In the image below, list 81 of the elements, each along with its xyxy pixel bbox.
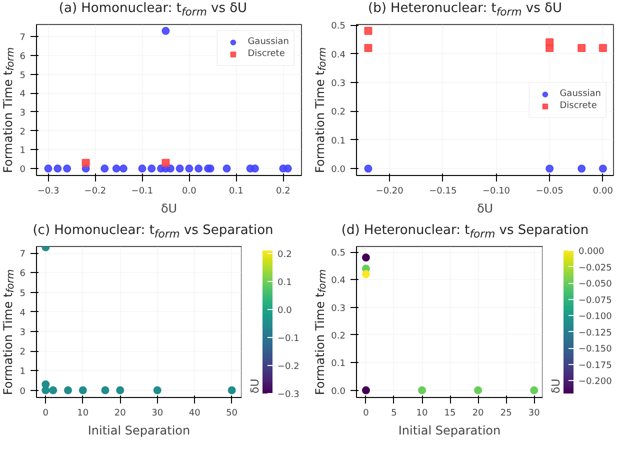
x-tick-label: 0.0 <box>182 186 197 196</box>
x-tick-label: −0.10 <box>482 186 510 196</box>
color-bar-label: −0.200 <box>578 377 612 387</box>
x-tick-label: 10 <box>416 408 428 418</box>
x-tick-label: 0 <box>363 408 370 418</box>
legend-label: Gaussian <box>248 36 289 48</box>
x-axis-title: Initial Separation <box>88 424 190 438</box>
x-tick-label: 0.1 <box>229 186 244 196</box>
x-tick-label: 0.2 <box>276 186 290 196</box>
y-tick-label: 1 <box>20 146 26 156</box>
color-bar-label: 0.1 <box>278 278 292 288</box>
legend-label: Discrete <box>248 48 285 60</box>
chart-title: (d) Heteronuclear: t$_{form}$ vs Separation <box>341 222 589 242</box>
x-tick-label: −0.1 <box>131 186 154 196</box>
x-tick-label: 20 <box>114 408 126 418</box>
x-tick-label: 25 <box>500 408 512 418</box>
color-bar-label: −0.025 <box>578 263 612 274</box>
legend-label: Gaussian <box>560 88 601 100</box>
y-tick-label: 0.4 <box>331 276 346 286</box>
x-tick-label: −0.2 <box>84 186 106 196</box>
chart-title: (a) Homonuclear: t$_{form}$ vs δU <box>58 0 248 20</box>
y-tick-label: 7 <box>20 250 26 260</box>
y-tick-label: 0.1 <box>331 359 346 370</box>
y-tick-label: 6 <box>20 52 26 62</box>
x-tick-label: 15 <box>444 408 456 418</box>
y-tick-label: 5 <box>20 70 26 81</box>
x-axis-title: δU <box>476 202 494 216</box>
color-bar-label: −0.050 <box>578 280 612 290</box>
y-tick-label: 3 <box>20 328 26 338</box>
color-bar-label: 0.0 <box>278 306 292 316</box>
y-tick-label: 0 <box>20 386 26 397</box>
x-tick-label: −0.15 <box>429 186 457 196</box>
y-tick-label: 0.0 <box>331 165 346 176</box>
legend-label: Discrete <box>560 100 597 112</box>
x-tick-label: 50 <box>226 408 238 418</box>
x-tick-label: −0.3 <box>37 186 60 196</box>
y-tick-label: 0.5 <box>331 248 346 259</box>
y-tick-label: 0.0 <box>331 386 346 397</box>
y-tick-label: 3 <box>20 108 26 118</box>
y-tick-label: 0 <box>20 165 26 176</box>
y-tick-label: 5 <box>20 288 26 299</box>
y-tick-label: 0.5 <box>331 22 346 32</box>
y-tick-label: 0.2 <box>331 332 346 342</box>
x-tick-label: 20 <box>472 408 484 418</box>
y-tick-label: 0.3 <box>331 304 346 314</box>
color-bar-label: −0.150 <box>578 344 612 354</box>
x-tick-label: 5 <box>391 408 397 418</box>
y-tick-label: 4 <box>20 90 26 100</box>
x-tick-label: 30 <box>528 408 540 418</box>
color-bar-label: −0.100 <box>578 312 612 322</box>
color-bar-label: −0.2 <box>278 362 300 372</box>
x-tick-label: 0.00 <box>592 186 614 196</box>
color-bar-title: δU <box>550 378 562 394</box>
chart-title: (b) Heteronuclear: t$_{form}$ vs δU <box>368 0 562 20</box>
y-tick-label: 0.2 <box>331 108 346 118</box>
y-tick-label: 6 <box>20 269 26 280</box>
y-tick-label: 1 <box>20 367 26 378</box>
y-tick-label: 0.3 <box>331 78 346 89</box>
y-tick-label: 2 <box>20 348 26 358</box>
x-tick-label: 10 <box>77 408 89 418</box>
color-bar-label: −0.075 <box>578 296 612 306</box>
x-axis-title: δU <box>160 202 178 216</box>
x-tick-label: 40 <box>188 408 201 418</box>
color-bar-label: −0.125 <box>578 328 612 338</box>
x-tick-label: 0 <box>42 408 49 418</box>
color-bar-label: −0.175 <box>578 360 612 371</box>
color-bar-label: −0.1 <box>278 334 300 344</box>
y-tick-label: 0.1 <box>331 136 346 146</box>
x-tick-label: −0.05 <box>536 186 564 196</box>
y-tick-label: 0.4 <box>331 50 346 60</box>
x-axis-title: Initial Separation <box>398 424 501 438</box>
x-tick-label: 30 <box>152 408 164 418</box>
color-bar-label: 0.000 <box>578 247 605 257</box>
y-tick-label: 2 <box>20 127 26 138</box>
color-bar-label: 0.2 <box>278 250 292 260</box>
y-tick-label: 7 <box>20 33 26 44</box>
x-tick-label: −0.20 <box>376 186 404 196</box>
color-bar-label: −0.3 <box>278 390 300 400</box>
color-bar-title: δU <box>248 378 262 394</box>
y-tick-label: 4 <box>20 308 26 318</box>
chart-title: (c) Homonuclear: t$_{form}$ vs Separation <box>32 222 274 242</box>
